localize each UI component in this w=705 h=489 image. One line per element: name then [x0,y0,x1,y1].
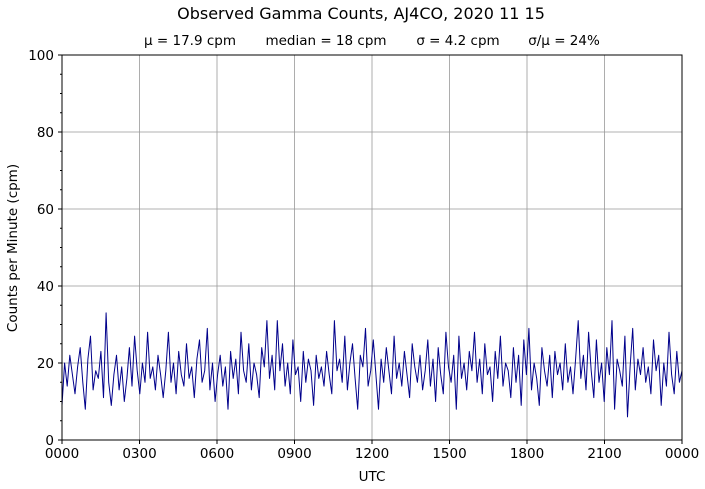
series [61,312,683,418]
x-tick-label: 0300 [122,446,156,462]
x-tick-label: 0900 [277,446,311,462]
subtitle-mean: μ = 17.9 cpm [144,33,236,49]
y-axis-label: Counts per Minute (cpm) [5,164,21,332]
y-tick-label: 80 [37,125,54,141]
x-tick-label: 0000 [45,446,79,462]
subtitle-cv: σ/μ = 24% [528,33,600,49]
y-tick-label: 60 [37,202,54,218]
subtitle-median: median = 18 cpm [265,33,386,49]
x-tick-label: 1200 [355,446,389,462]
x-tick-label: 2100 [587,446,621,462]
series-line [61,312,683,418]
x-tick-label: 0000 [665,446,699,462]
chart-title: Observed Gamma Counts, AJ4CO, 2020 11 15 [177,4,545,23]
x-axis-label: UTC [359,469,386,485]
y-tick-label: 0 [45,433,54,449]
grid [62,55,682,440]
x-tick-label: 0600 [200,446,234,462]
subtitle-sigma: σ = 4.2 cpm [416,33,499,49]
ticks: 0000 0300 0600 0900 1200 1500 1800 2100 00000204… [28,48,699,462]
x-tick-label: 1800 [510,446,544,462]
x-tick-label: 1500 [432,446,466,462]
y-tick-label: 100 [28,48,54,64]
y-tick-label: 20 [37,356,54,372]
y-tick-label: 40 [37,279,54,295]
